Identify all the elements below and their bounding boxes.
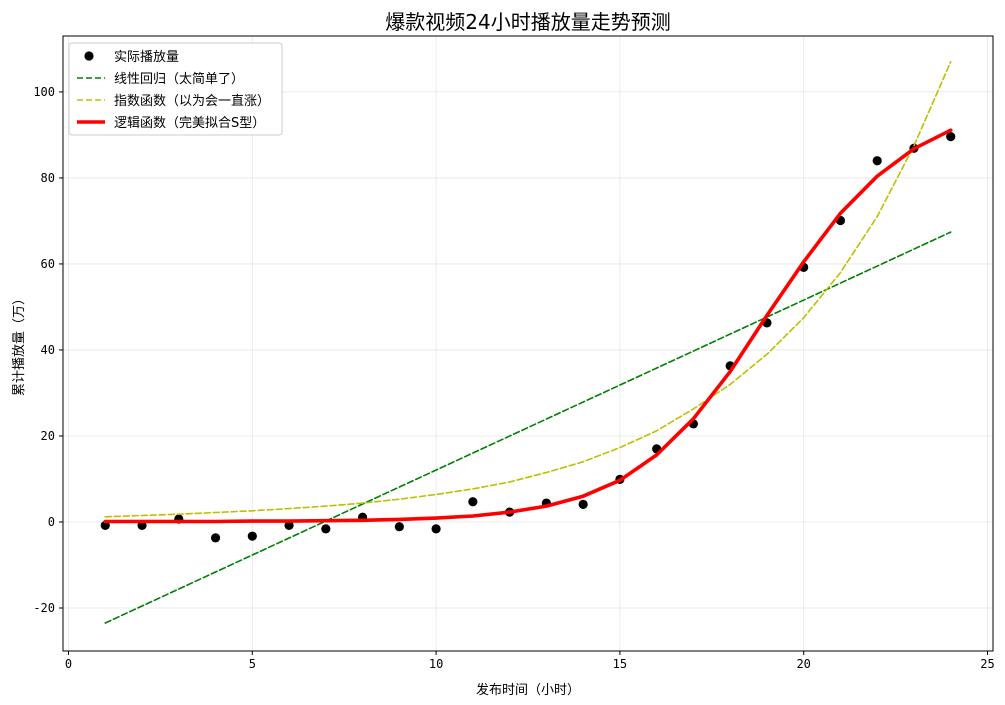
series-line <box>104 231 952 624</box>
data-point <box>210 533 221 543</box>
legend-marker <box>84 51 94 61</box>
series-line <box>103 128 953 524</box>
y-tick-label: 60 <box>41 257 55 271</box>
series-line <box>104 60 952 518</box>
legend-box <box>68 42 283 136</box>
y-tick-label: 20 <box>41 429 55 443</box>
y-axis-label: 累计播放量（万） <box>12 292 27 396</box>
x-tick-label: 5 <box>249 657 256 671</box>
y-tick-label: 0 <box>48 515 55 529</box>
x-tick-label: 10 <box>429 657 443 671</box>
x-tick-label: 15 <box>613 657 627 671</box>
legend-label: 指数函数（以为会一直涨） <box>114 94 270 109</box>
grid <box>63 36 993 651</box>
x-tick-label: 20 <box>796 657 810 671</box>
y-tick-label: -20 <box>33 601 55 615</box>
y-tick-label: 80 <box>41 171 55 185</box>
y-tick-label: 40 <box>41 343 55 357</box>
data-point <box>872 156 882 166</box>
legend-label: 实际播放量 <box>114 50 179 65</box>
y-tick-label: 100 <box>33 85 55 99</box>
legend-label: 逻辑函数（完美拟合S型） <box>114 116 265 131</box>
data-point <box>284 520 294 531</box>
x-tick-label: 25 <box>980 657 994 671</box>
data-point <box>578 499 588 509</box>
data-point <box>321 524 331 534</box>
data-point <box>468 497 478 507</box>
data-point <box>946 132 956 142</box>
chart-title: 爆款视频24小时播放量走势预测 <box>385 10 670 34</box>
plot-frame <box>62 35 994 652</box>
data-point <box>431 524 441 534</box>
legend-label: 线性回归（太简单了） <box>114 71 244 87</box>
x-tick-label: 0 <box>65 657 72 671</box>
data-point <box>247 531 257 541</box>
axis-ticks: 0 5 10 15 20 25 -20 0 20 40 60 80 100 <box>33 85 994 671</box>
data-point <box>394 522 404 532</box>
plot-series <box>100 60 956 624</box>
x-axis-label: 发布时间（小时） <box>476 682 580 698</box>
